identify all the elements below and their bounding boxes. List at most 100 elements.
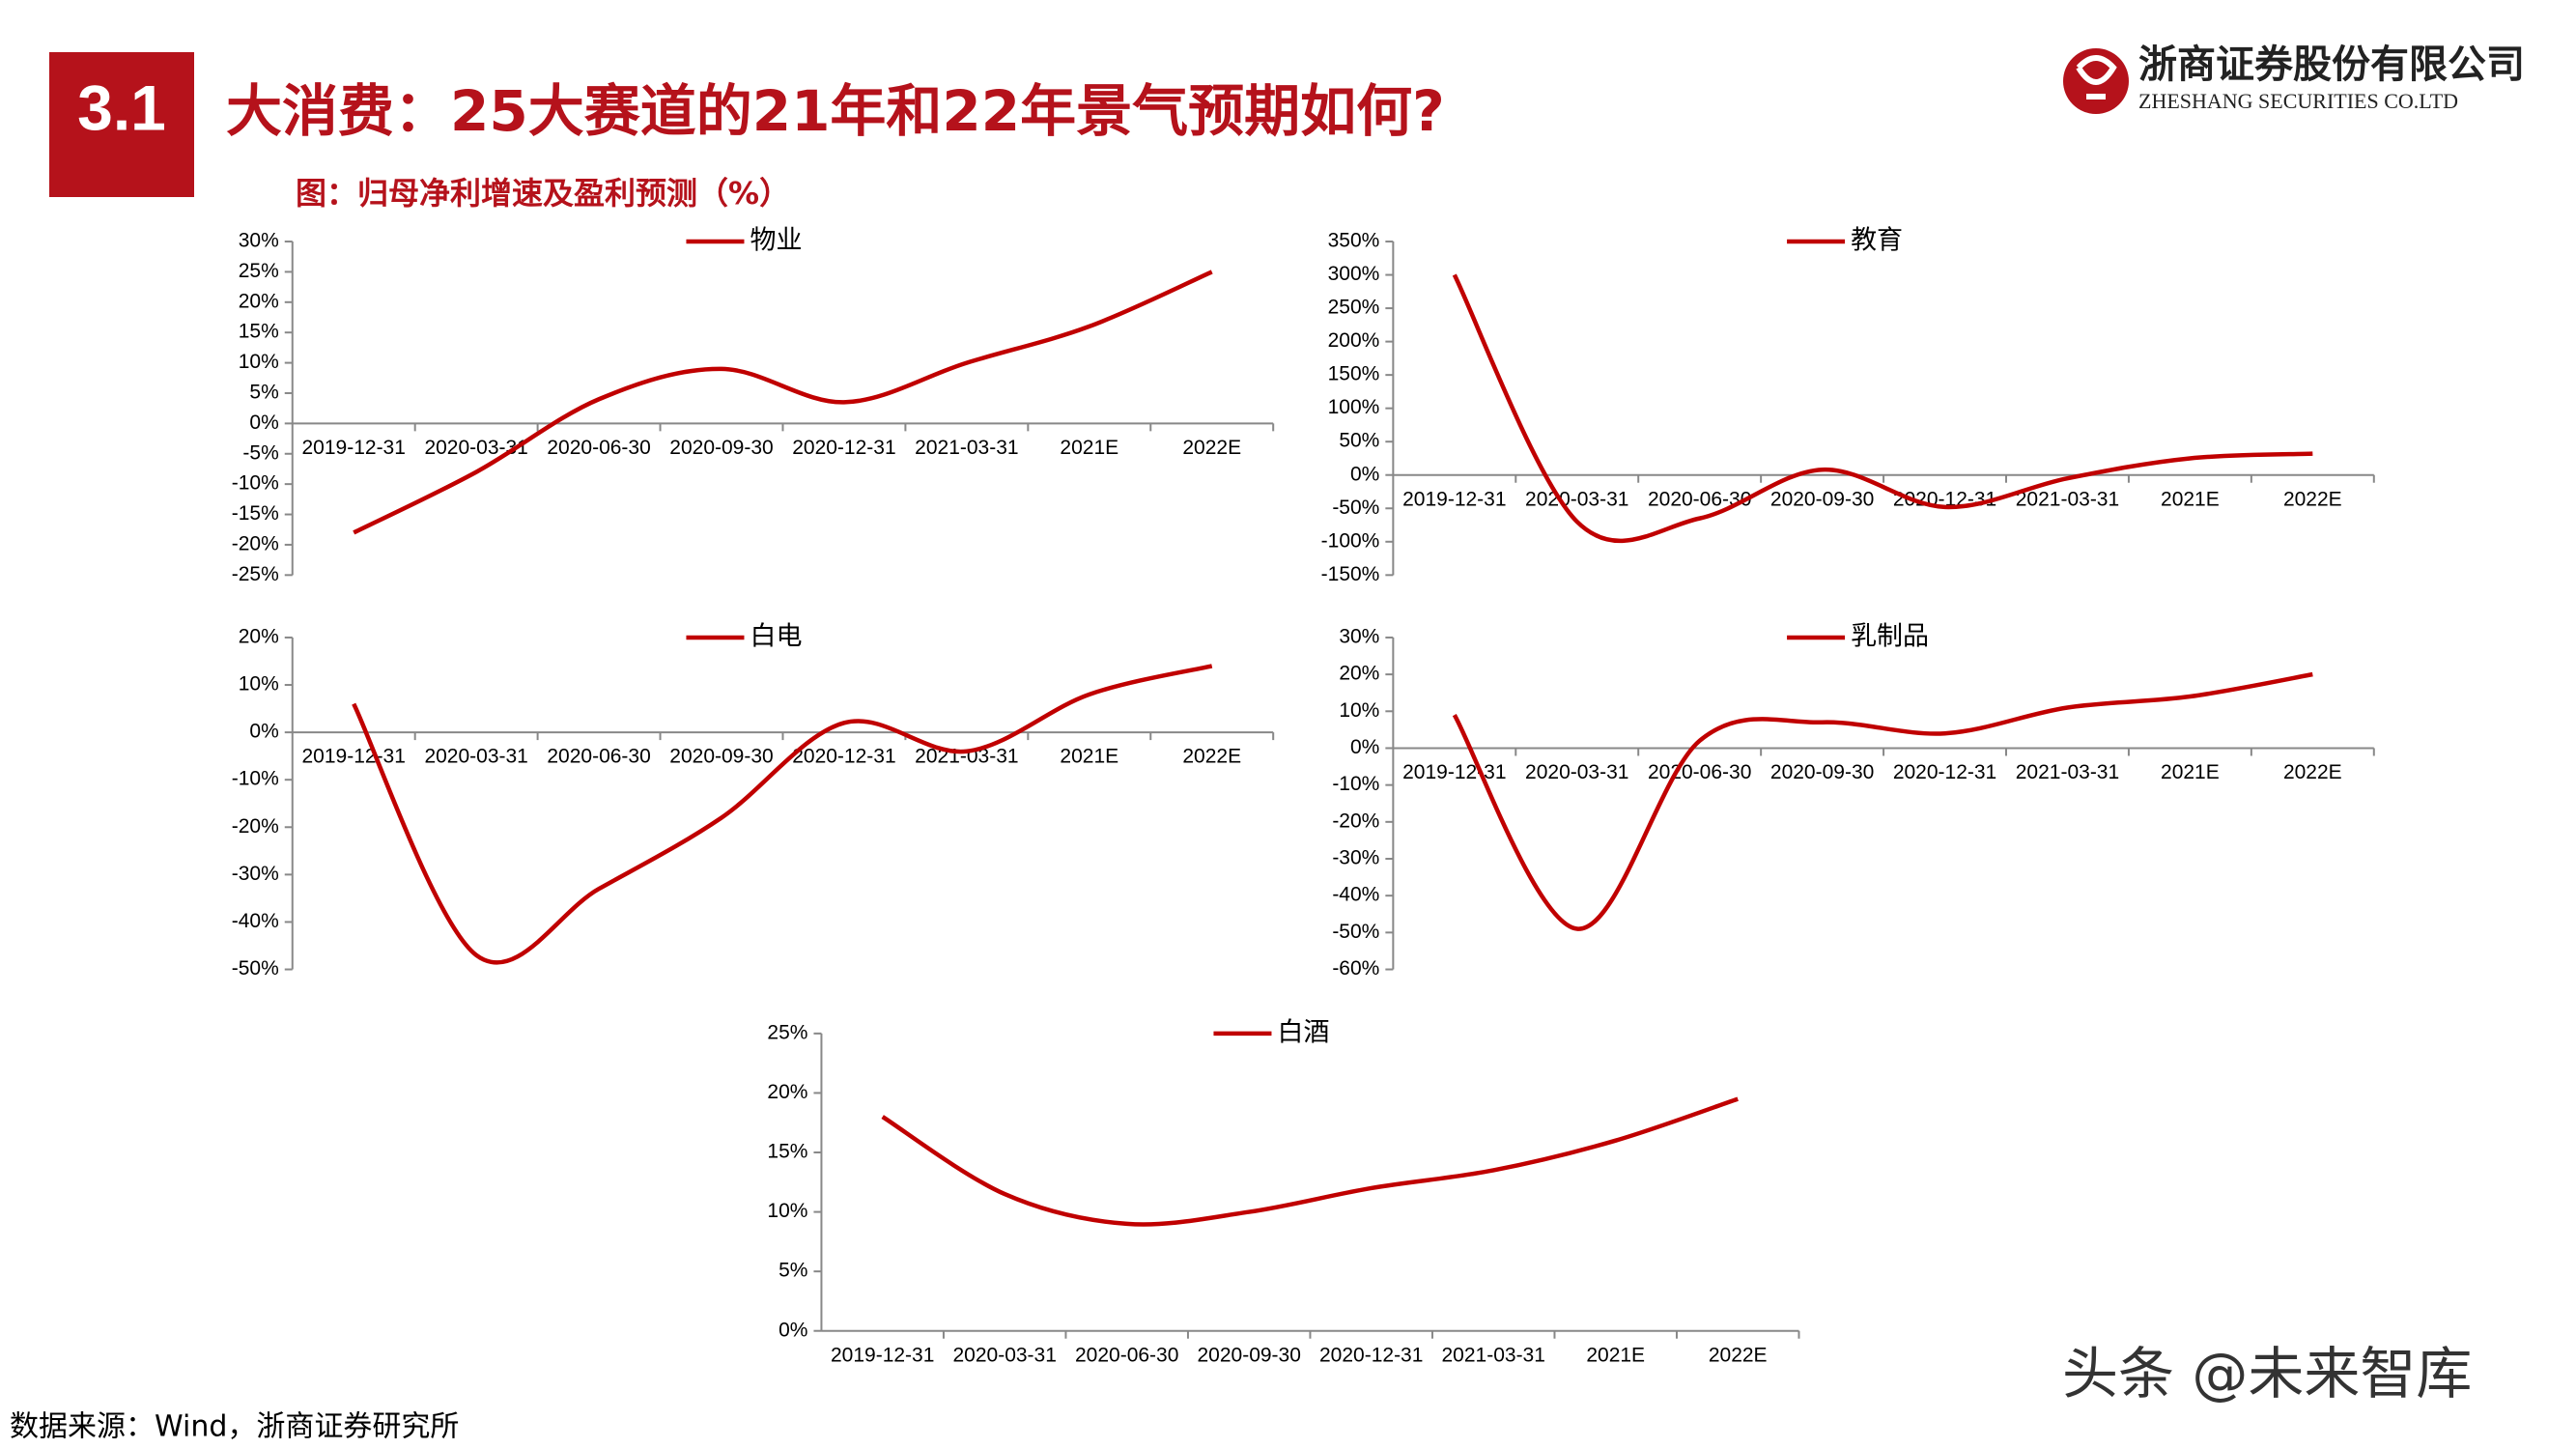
x-tick-label: 2020-06-30 — [1648, 761, 1751, 783]
y-tick-label: 25% — [767, 1021, 807, 1043]
logo-name: 浙商证券股份有限公司 — [2138, 42, 2525, 87]
x-tick-label: 2020-09-30 — [669, 746, 773, 768]
watermark: 头条 @未来智库 — [2062, 1341, 2472, 1406]
x-tick-label: 2020-09-30 — [1197, 1344, 1300, 1366]
y-tick-label: 50% — [1339, 430, 1379, 452]
figure-caption: 图：归母净利增速及盈利预测（%） — [296, 175, 790, 212]
section-badge — [49, 52, 194, 197]
y-tick-label: -40% — [232, 910, 279, 932]
x-tick-label: 2020-06-30 — [547, 746, 650, 768]
y-tick-label: -40% — [1332, 884, 1379, 906]
series-line — [881, 1096, 1739, 1227]
logo-english: ZHESHANG SECURITIES CO.LTD — [2138, 89, 2458, 113]
y-tick-label: 30% — [1339, 625, 1379, 647]
x-tick-label: 2021E — [2161, 488, 2220, 510]
source-note: 数据来源：Wind，浙商证券研究所 — [10, 1410, 459, 1444]
y-tick-label: 10% — [1339, 699, 1379, 722]
y-tick-label: 15% — [239, 321, 279, 343]
x-tick-label: 2019-12-31 — [831, 1344, 934, 1366]
y-tick-label: 20% — [239, 290, 279, 312]
y-tick-label: -100% — [1321, 529, 1380, 552]
x-tick-label: 2020-06-30 — [1648, 488, 1751, 510]
x-tick-label: 2020-09-30 — [1770, 488, 1874, 510]
x-tick-label: 2021E — [1586, 1344, 1645, 1366]
x-tick-label: 2021-03-31 — [1442, 1344, 1545, 1366]
x-tick-label: 2019-12-31 — [1402, 761, 1506, 783]
logo-mark — [2076, 55, 2117, 99]
y-tick-label: 25% — [239, 260, 279, 282]
y-tick-label: -60% — [1332, 957, 1379, 980]
y-tick-label: 0% — [1350, 463, 1379, 485]
series-line — [1452, 273, 2313, 543]
y-tick-label: -15% — [232, 502, 279, 525]
x-tick-label: 2021-03-31 — [2016, 761, 2119, 783]
x-tick-label: 2020-12-31 — [792, 437, 895, 459]
y-tick-label: 10% — [239, 351, 279, 373]
y-tick-label: 20% — [1339, 663, 1379, 685]
y-tick-label: 0% — [778, 1319, 807, 1341]
x-tick-label: 2020-03-31 — [1525, 761, 1628, 783]
y-tick-label: 300% — [1328, 263, 1380, 285]
y-tick-label: 5% — [778, 1260, 807, 1282]
y-tick-label: 150% — [1328, 363, 1380, 385]
y-tick-label: -30% — [232, 863, 279, 885]
x-tick-label: 2022E — [1182, 437, 1241, 459]
y-tick-label: -5% — [242, 441, 278, 464]
y-tick-label: 10% — [239, 673, 279, 696]
y-tick-label: 20% — [239, 625, 279, 647]
y-tick-label: 20% — [767, 1081, 807, 1103]
y-tick-label: -20% — [1332, 810, 1379, 832]
series-line — [352, 664, 1213, 965]
x-tick-label: 2022E — [1709, 1344, 1768, 1366]
x-tick-label: 2020-06-30 — [547, 437, 650, 459]
y-tick-label: 350% — [1328, 230, 1380, 252]
legend-label: 教育 — [1851, 226, 1903, 256]
x-tick-label: 2021-03-31 — [915, 746, 1018, 768]
y-tick-label: -30% — [1332, 847, 1379, 869]
section-number: 3.1 — [77, 71, 166, 143]
y-tick-label: 10% — [767, 1200, 807, 1222]
slide-title: 大消费：25大赛道的21年和22年景气预期如何? — [226, 78, 1445, 144]
y-tick-label: -50% — [1332, 497, 1379, 519]
y-tick-label: -50% — [1332, 921, 1379, 943]
x-tick-label: 2022E — [2283, 761, 2342, 783]
y-tick-label: -50% — [232, 957, 279, 980]
y-tick-label: 5% — [249, 382, 278, 404]
x-tick-label: 2020-06-30 — [1075, 1344, 1178, 1366]
x-tick-label: 2021E — [1060, 746, 1118, 768]
x-tick-label: 2021-03-31 — [915, 437, 1018, 459]
x-tick-label: 2020-03-31 — [424, 437, 527, 459]
x-tick-label: 2021-03-31 — [2016, 488, 2119, 510]
y-tick-label: 0% — [249, 721, 278, 743]
x-tick-label: 2020-03-31 — [952, 1344, 1056, 1366]
y-tick-label: 100% — [1328, 396, 1380, 418]
x-tick-label: 2019-12-31 — [302, 746, 406, 768]
y-tick-label: -25% — [232, 563, 279, 585]
y-tick-label: -10% — [232, 768, 279, 790]
y-tick-label: 250% — [1328, 297, 1380, 319]
x-tick-label: 2020-03-31 — [1525, 488, 1628, 510]
legend-label: 乳制品 — [1851, 621, 1929, 651]
x-tick-label: 2020-12-31 — [792, 746, 895, 768]
y-tick-label: 15% — [767, 1141, 807, 1163]
x-tick-label: 2020-12-31 — [1319, 1344, 1423, 1366]
x-tick-label: 2020-09-30 — [669, 437, 773, 459]
x-tick-label: 2019-12-31 — [1402, 488, 1506, 510]
y-tick-label: 200% — [1328, 329, 1380, 352]
x-tick-label: 2020-03-31 — [424, 746, 527, 768]
y-tick-label: 0% — [249, 412, 278, 434]
y-tick-label: -20% — [232, 815, 279, 838]
y-tick-label: -10% — [1332, 773, 1379, 795]
y-tick-label: -150% — [1321, 563, 1380, 585]
series-line — [353, 270, 1213, 535]
x-tick-label: 2019-12-31 — [302, 437, 406, 459]
x-tick-label: 2022E — [2283, 488, 2342, 510]
x-tick-label: 2021E — [2161, 761, 2220, 783]
y-tick-label: -10% — [232, 472, 279, 495]
legend-label: 物业 — [750, 226, 802, 256]
x-tick-label: 2020-09-30 — [1770, 761, 1874, 783]
y-tick-label: 30% — [239, 230, 279, 252]
legend-label: 白电 — [750, 621, 802, 651]
x-tick-label: 2021E — [1060, 437, 1118, 459]
